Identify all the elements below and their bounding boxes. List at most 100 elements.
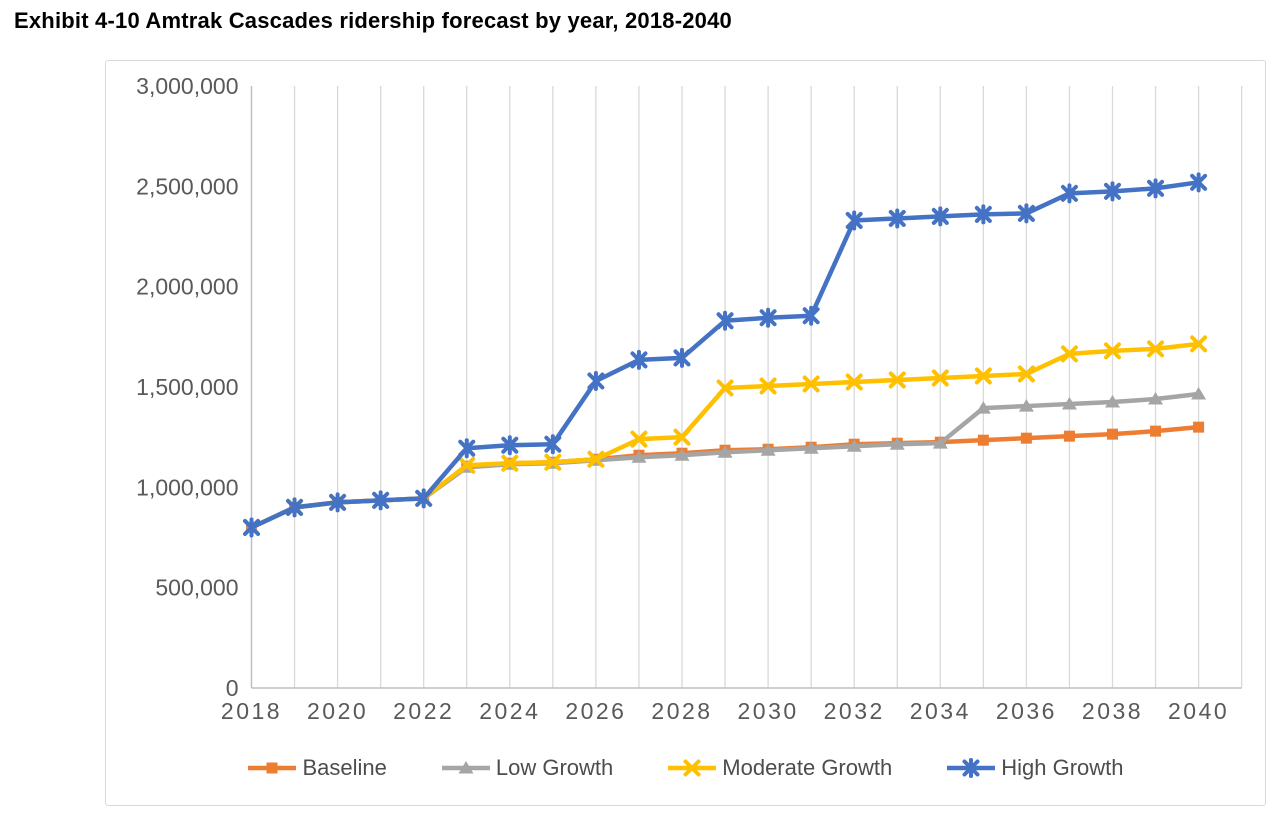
high-growth-marker xyxy=(243,517,260,538)
baseline-marker xyxy=(1063,430,1075,442)
moderate-growth-line-marker-icon xyxy=(668,759,717,777)
chart-legend: Baseline Low Growth Moderate Growth High… xyxy=(106,755,1265,781)
moderate-growth-marker xyxy=(1147,340,1165,358)
low-growth-marker xyxy=(1148,392,1164,405)
x-tick-label: 2018 xyxy=(221,698,282,724)
legend-label: High Growth xyxy=(1001,755,1124,780)
legend-label: Baseline xyxy=(302,755,387,780)
moderate-growth-marker xyxy=(759,377,777,395)
high-growth-marker xyxy=(1060,183,1078,204)
baseline-marker xyxy=(1020,432,1032,444)
moderate-growth-marker xyxy=(630,430,648,448)
legend-item-high-growth: High Growth xyxy=(946,755,1124,781)
x-tick-label: 2040 xyxy=(1168,698,1229,724)
high-growth-marker xyxy=(759,307,777,328)
moderate-growth-marker xyxy=(974,367,992,385)
high-growth-marker xyxy=(501,435,519,456)
x-tick-label: 2032 xyxy=(824,698,885,724)
x-tick-label: 2030 xyxy=(738,698,799,724)
low-growth-marker xyxy=(1105,395,1120,408)
y-tick-label: 3,000,000 xyxy=(136,73,238,99)
low-growth-marker xyxy=(631,450,647,463)
low-growth-marker xyxy=(458,761,474,774)
moderate-growth-marker xyxy=(802,375,820,393)
moderate-growth-marker xyxy=(683,759,701,777)
high-growth-marker xyxy=(716,310,734,331)
moderate-growth-marker xyxy=(931,369,949,387)
ridership-line-chart: 0 500,000 1,000,000 1,500,000 2,000,000 2,500… xyxy=(136,73,1243,724)
high-growth-marker xyxy=(974,204,992,225)
x-tick-label: 2038 xyxy=(1082,698,1143,724)
y-tick-label: 2,000,000 xyxy=(136,274,238,300)
low-growth-marker xyxy=(803,441,819,454)
low-growth-marker xyxy=(932,436,948,449)
baseline-marker xyxy=(977,434,989,446)
low-growth-marker xyxy=(1018,399,1034,412)
y-tick-label: 1,500,000 xyxy=(136,374,238,400)
high-growth-marker xyxy=(845,210,863,231)
legend-item-moderate-growth: Moderate Growth xyxy=(667,755,892,781)
y-tick-label: 0 xyxy=(226,675,239,701)
high-growth-marker xyxy=(802,305,820,326)
high-growth-marker xyxy=(888,208,906,229)
moderate-growth-marker xyxy=(888,371,906,389)
moderate-growth-marker xyxy=(1190,335,1208,353)
high-growth-marker xyxy=(673,347,691,368)
high-growth-marker xyxy=(458,438,476,459)
baseline-line-marker-icon xyxy=(248,762,297,774)
moderate-growth-marker xyxy=(673,428,691,446)
baseline-marker xyxy=(1150,425,1162,437)
moderate-growth-marker xyxy=(501,454,519,472)
y-tick-label: 2,500,000 xyxy=(136,173,238,199)
low-growth-marker xyxy=(889,437,905,450)
x-tick-label: 2020 xyxy=(307,698,368,724)
x-tick-label: 2024 xyxy=(479,698,540,724)
page-title: Exhibit 4-10 Amtrak Cascades ridership f… xyxy=(14,8,732,33)
legend-item-baseline: Baseline xyxy=(247,755,387,781)
low-growth-marker xyxy=(717,445,733,458)
chart-container: 0 500,000 1,000,000 1,500,000 2,000,000 2,500… xyxy=(105,60,1266,806)
x-tick-label: 2026 xyxy=(565,698,626,724)
high-growth-marker xyxy=(962,758,980,778)
moderate-growth-marker xyxy=(458,456,476,474)
y-tick-label: 1,000,000 xyxy=(136,474,238,500)
high-growth-marker xyxy=(372,490,390,511)
x-tick-label: 2028 xyxy=(651,698,712,724)
high-growth-marker xyxy=(329,492,347,513)
high-growth-marker xyxy=(286,497,304,518)
low-growth-marker xyxy=(1061,397,1077,410)
high-growth-marker xyxy=(630,349,648,370)
legend-item-low-growth: Low Growth xyxy=(441,755,613,781)
low-growth-marker xyxy=(1191,387,1207,400)
legend-label: Moderate Growth xyxy=(722,755,893,780)
x-tick-label: 2022 xyxy=(393,698,454,724)
high-growth-marker xyxy=(415,488,433,509)
low-growth-marker xyxy=(674,448,690,461)
moderate-growth-marker xyxy=(1104,342,1121,360)
high-growth-marker xyxy=(1104,181,1121,202)
high-growth-marker xyxy=(1147,178,1165,199)
high-growth-marker xyxy=(1017,203,1035,224)
baseline-marker xyxy=(1107,428,1118,440)
y-tick-label: 500,000 xyxy=(155,575,238,601)
high-growth-marker xyxy=(544,434,562,455)
high-growth-marker xyxy=(587,370,605,391)
moderate-growth-marker xyxy=(587,450,605,468)
baseline-marker xyxy=(266,762,278,774)
low-growth-marker xyxy=(846,439,862,452)
x-tick-label: 2034 xyxy=(910,698,971,724)
high-growth-marker xyxy=(931,206,949,227)
legend-label: Low Growth xyxy=(495,755,614,780)
low-growth-marker xyxy=(760,443,776,456)
moderate-growth-marker xyxy=(1060,345,1078,363)
low-growth-line-marker-icon xyxy=(441,761,490,774)
high-growth-line-marker-icon xyxy=(947,758,996,778)
moderate-growth-marker xyxy=(1017,365,1035,383)
moderate-growth-marker xyxy=(716,379,734,397)
baseline-marker xyxy=(1193,421,1205,433)
moderate-growth-marker xyxy=(845,373,863,391)
high-growth-marker xyxy=(1190,172,1208,193)
x-tick-label: 2036 xyxy=(996,698,1057,724)
low-growth-marker xyxy=(975,401,991,414)
moderate-growth-marker xyxy=(544,453,562,471)
